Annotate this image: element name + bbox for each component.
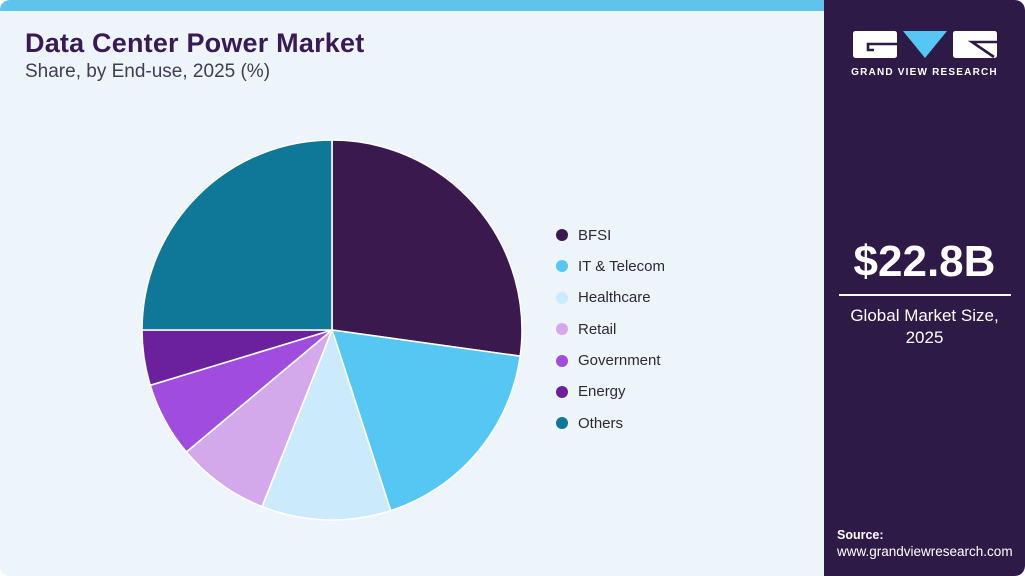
legend-swatch-icon bbox=[556, 323, 568, 336]
page-title: Data Center Power Market bbox=[25, 28, 365, 58]
legend-swatch-icon bbox=[556, 385, 568, 398]
legend-item-government: Government bbox=[556, 352, 665, 370]
page-subtitle: Share, by End-use, 2025 (%) bbox=[25, 61, 271, 82]
legend-label: Retail bbox=[578, 320, 617, 338]
pie-slice-others bbox=[141, 139, 333, 331]
legend-item-bfsi: BFSI bbox=[556, 226, 665, 244]
market-size-label-line2: 2025 bbox=[905, 327, 944, 347]
legend-label: Healthcare bbox=[578, 289, 651, 307]
chart-panel: Data Center Power Market Share, by End-u… bbox=[0, 0, 824, 525]
legend-item-retail: Retail bbox=[556, 320, 665, 338]
legend-swatch-icon bbox=[556, 417, 568, 430]
legend-swatch-icon bbox=[556, 291, 568, 304]
source-label: Source: bbox=[837, 528, 884, 542]
pie-slice-healthcare bbox=[261, 329, 392, 521]
brand-name: GRAND VIEW RESEARCH bbox=[851, 67, 998, 78]
legend-item-energy: Energy bbox=[556, 383, 665, 401]
source-block: Source: www.grandviewresearch.com bbox=[837, 528, 1013, 559]
market-size-label: Global Market Size, 2025 bbox=[824, 305, 1025, 349]
legend-label: BFSI bbox=[578, 226, 612, 244]
gvr-logo-mark-icon bbox=[852, 31, 997, 59]
market-size-block: $22.8B Global Market Size, 2025 bbox=[824, 240, 1025, 349]
legend-label: IT & Telecom bbox=[578, 257, 665, 275]
sidebar: GRAND VIEW RESEARCH $22.8B Global Market… bbox=[824, 0, 1025, 576]
legend-swatch-icon bbox=[556, 260, 568, 273]
legend-label: Energy bbox=[578, 383, 626, 401]
pie-slice-it-telecom bbox=[331, 329, 521, 512]
logo-v-triangle bbox=[902, 31, 947, 58]
legend-swatch-icon bbox=[556, 354, 568, 367]
gvr-logo: GRAND VIEW RESEARCH bbox=[824, 28, 1025, 78]
legend-item-healthcare: Healthcare bbox=[556, 289, 665, 307]
legend: BFSI IT & Telecom Healthcare Retail Governme… bbox=[556, 226, 665, 446]
legend-swatch-icon bbox=[556, 229, 568, 241]
market-size-label-line1: Global Market Size, bbox=[850, 306, 999, 325]
pie-chart-svg bbox=[141, 139, 523, 521]
pie-slice-retail bbox=[185, 329, 333, 508]
divider-line bbox=[838, 294, 1011, 296]
market-size-value: $22.8B bbox=[853, 237, 996, 286]
legend-item-others: Others bbox=[556, 414, 665, 432]
source-url: www.grandviewresearch.com bbox=[837, 544, 1013, 559]
legend-item-it-telecom: IT & Telecom bbox=[556, 257, 665, 275]
legend-label: Others bbox=[578, 414, 624, 432]
legend-label: Government bbox=[578, 352, 661, 370]
pie-chart bbox=[137, 135, 527, 525]
pie-slice-bfsi bbox=[331, 139, 523, 357]
top-accent-bar bbox=[0, 0, 824, 11]
